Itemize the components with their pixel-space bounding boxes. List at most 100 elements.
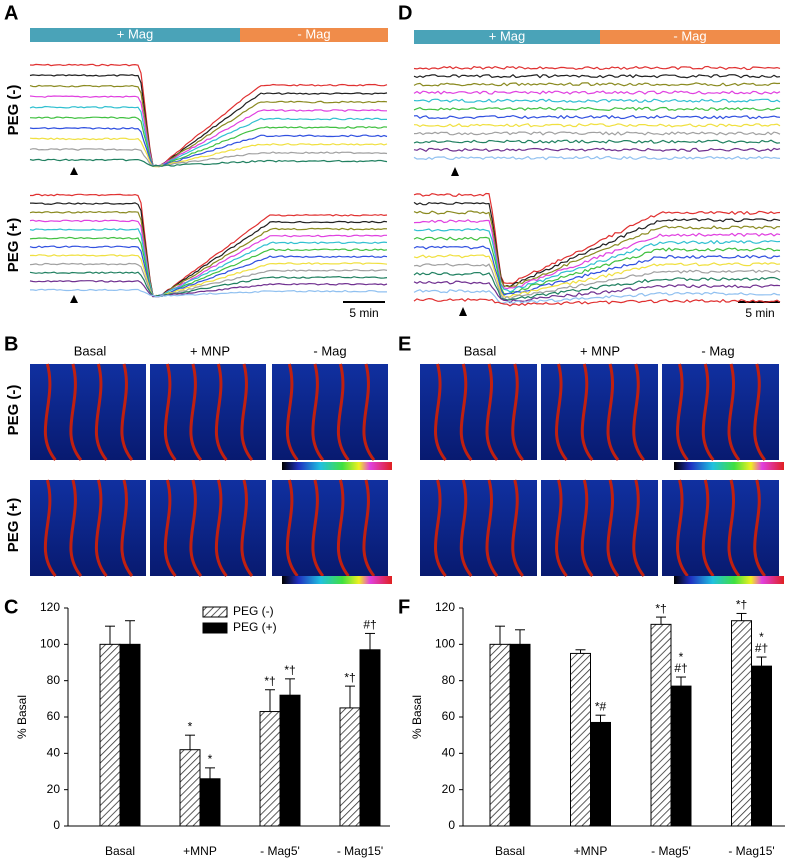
vessel [555,479,568,577]
trace [29,245,388,297]
significance-label: *† [264,674,275,688]
y-tick-label: 60 [47,709,61,723]
bar [570,652,591,827]
traces [413,65,781,307]
arrowhead [451,167,467,316]
trace [413,289,781,305]
trace [413,262,781,300]
y-axis-label: % Basal [15,695,29,739]
vessel [214,363,228,461]
trace [29,95,387,168]
trace [29,236,388,297]
vessel [285,363,299,461]
bar [279,694,301,827]
row-label: PEG (+) [5,498,22,553]
vessel [580,363,594,461]
vessel [120,479,134,577]
significance-label: * [759,630,764,644]
trace [29,254,388,298]
trace [413,131,781,136]
trace [413,98,781,103]
trace [30,202,388,297]
significance-label: * [188,719,193,733]
vessel [753,479,766,577]
trace [29,262,388,298]
vessel [94,363,108,461]
color-bar [674,462,784,470]
significance-label: #† [755,641,768,655]
trace [413,147,781,153]
y-tick-label: 20 [47,782,61,796]
trace [413,155,781,161]
significance-label: *# [595,699,607,713]
trace [29,126,388,168]
y-tick-label: 100 [40,637,60,651]
scale-label: 5 min [349,306,378,320]
vessel [43,363,57,461]
x-tick-label: - Mag15' [337,844,383,858]
panel-letter: A [4,2,18,24]
panel-letter: E [398,333,411,355]
vessel [311,479,325,577]
y-tick-label: 80 [47,673,61,687]
bar [590,721,611,827]
bar [731,620,752,827]
x-tick-label: - Mag5' [651,844,691,858]
vessel [362,479,376,577]
y-tick-label: 20 [442,782,456,796]
vessel [632,479,645,577]
trace [413,280,781,304]
scale-label: 5 min [745,306,774,320]
x-tick-label: +MNP [183,844,217,858]
trace [29,158,388,167]
legend-label: PEG (-) [233,604,274,618]
vessel [189,479,203,577]
color-bar [282,576,392,584]
bar [119,643,141,827]
bar [509,643,531,827]
significance-label: *† [344,670,355,684]
vessel [676,363,689,461]
vessel [285,479,299,577]
vessel [311,363,325,461]
column-label: Basal [74,343,107,358]
vessel [606,363,620,461]
significance-label: *† [736,598,747,612]
bar [751,665,772,827]
vessel [94,479,108,577]
micrographs [420,363,784,584]
trace [29,105,387,168]
y-axis-label: % Basal [410,695,424,739]
bar [259,711,281,827]
vessel [485,479,499,577]
vessel [163,363,177,461]
vessel [511,363,524,461]
trace [413,210,780,288]
significance-label: #† [363,618,376,632]
trace [413,74,781,79]
vessel [336,363,350,461]
trace [413,297,781,307]
trace [413,228,781,293]
arrowhead [70,167,78,303]
column-label: Basal [464,343,497,358]
vessel [606,479,620,577]
condition-bar [414,30,600,44]
x-tick-label: - Mag15' [728,844,774,858]
color-bar [674,576,784,584]
trace [413,236,781,295]
significance-label: * [208,752,213,766]
x-tick-label: +MNP [574,844,608,858]
bar [359,649,381,827]
y-tick-label: 120 [435,600,455,614]
vessel [676,479,689,577]
vessel [753,363,766,461]
vessel [189,363,203,461]
vessel [555,363,568,461]
bar [489,643,511,827]
x-tick-label: Basal [495,844,525,858]
condition-bar [240,28,388,42]
bar [650,623,672,827]
condition-bar [30,28,240,42]
